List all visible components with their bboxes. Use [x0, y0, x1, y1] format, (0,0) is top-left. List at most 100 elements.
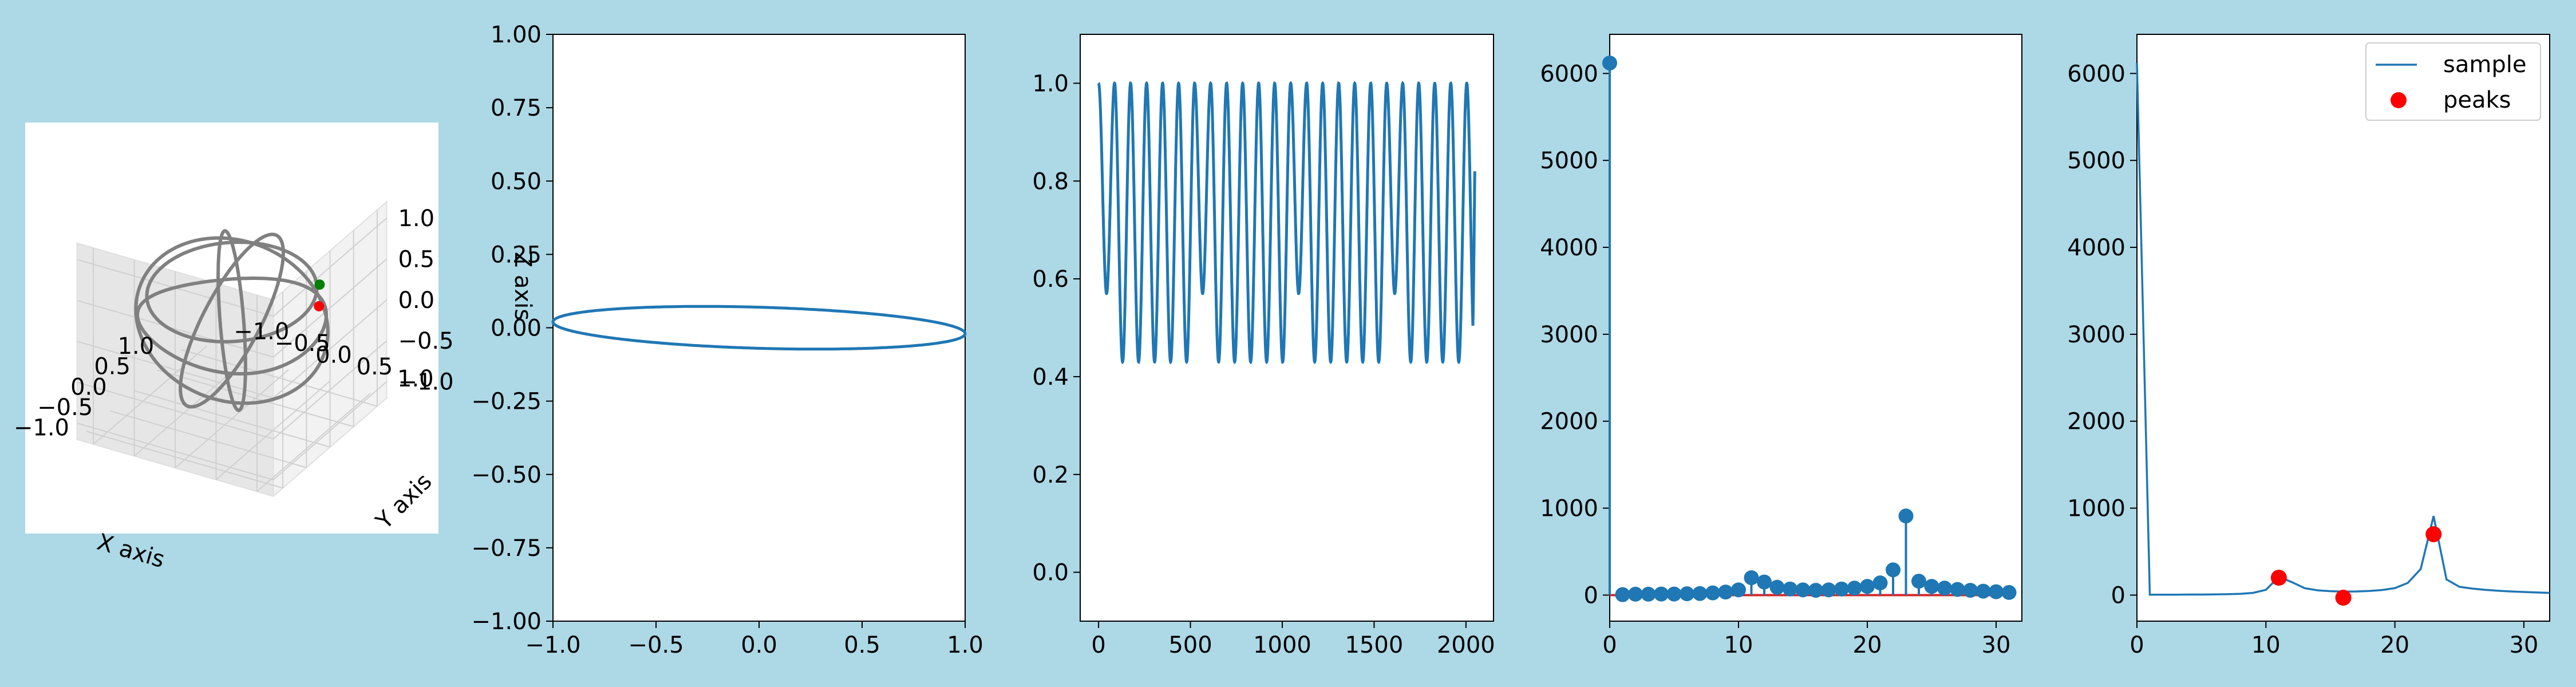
- panel-spectrum-peaks: 0 10 20 30 0 1000 2000 3000 4000 5000 6000 sample …: [2067, 34, 2550, 658]
- y-tick-label: 3000: [1540, 322, 1598, 348]
- stem-marker: [1963, 583, 1978, 598]
- y-tick-label: −1.00: [471, 609, 542, 635]
- grid-line: [157, 369, 354, 428]
- panel-signal-ticks: 0 500 1000 1500 2000 0.0 0.2 0.4 0.6 0.8 1.0: [1032, 70, 1495, 658]
- y-tick-label: −0.50: [471, 462, 542, 488]
- peak-marker: [2425, 526, 2442, 543]
- x-tick-label: −0.5: [628, 632, 683, 658]
- series-peaks-points: [2270, 526, 2442, 606]
- grid-line: [175, 369, 289, 468]
- stem-marker: [1641, 586, 1656, 602]
- x-tick-label: 0.0: [70, 374, 107, 400]
- grid-line: [272, 218, 388, 317]
- y-tick-label: −0.25: [471, 389, 542, 415]
- y-tick-label: 0.4: [1032, 364, 1069, 390]
- grid-line: [180, 349, 378, 407]
- x-tick-label: 0.0: [741, 632, 777, 658]
- stem-marker: [1821, 582, 1836, 598]
- x-tick-label: 20: [2380, 632, 2409, 658]
- panel-3d-ticks: −1.0−0.50.00.51.0−1.0−0.50.0 0.5 1.0−1.0−0…: [14, 206, 454, 441]
- y-tick-label: −0.75: [471, 535, 542, 562]
- legend-peaks-swatch: [2391, 92, 2407, 108]
- panel-signal: 0 500 1000 1500 2000 0.0 0.2 0.4 0.6 0.8 1.0: [1032, 34, 1495, 658]
- x-tick-label: 0.5: [844, 632, 880, 658]
- panel-signal-line: [1097, 81, 1476, 365]
- stem-marker: [1731, 582, 1746, 598]
- stem-marker: [1911, 574, 1926, 589]
- panel-stem-axes: [1609, 34, 2022, 622]
- legend-peaks-label: peaks: [2443, 87, 2511, 113]
- panel-xy-ellipse: [551, 305, 967, 351]
- y-tick-label: 0.25: [491, 242, 542, 268]
- y-tick-label: 0.0: [315, 342, 352, 369]
- y-tick-label: 5000: [1540, 148, 1598, 174]
- grid-line: [272, 258, 388, 358]
- y-tick-label: 4000: [2067, 235, 2125, 261]
- x-tick-label: 0: [1091, 632, 1105, 658]
- trajectory-loop: [134, 236, 330, 405]
- x-tick-label: 20: [1853, 632, 1882, 658]
- panel-spectrum-stem: 0 10 20 30 0 1000 2000 3000 4000 5000 6000: [1540, 34, 2022, 658]
- y-tick-label: 2000: [2067, 409, 2125, 435]
- stem-marker: [1834, 581, 1849, 597]
- legend: sample peaks: [2365, 42, 2541, 121]
- x-tick-label: 1000: [1253, 632, 1311, 658]
- stem-marker: [1950, 582, 1965, 597]
- y-tick-label: 0.6: [1032, 266, 1069, 293]
- x-tick-label: 0.5: [94, 354, 131, 380]
- stem-marker: [1989, 584, 2004, 599]
- y-tick-label: 0.50: [491, 168, 542, 195]
- stem-marker: [1615, 587, 1630, 602]
- y-tick-label: 0.0: [1032, 560, 1069, 586]
- x-tick-label: 1.0: [118, 333, 155, 360]
- x-tick-label: 10: [1724, 632, 1753, 658]
- stem-marker: [1847, 581, 1862, 596]
- panel-xy-ticks: −1.0 −0.5 0.0 0.5 1.0 −1.00 −0.75 −0.50 −0.25 0.0…: [471, 22, 983, 658]
- stem-marker: [1886, 562, 1901, 578]
- y-tick-label: 1000: [2067, 496, 2125, 522]
- y-tick-label: 0.5: [357, 354, 393, 380]
- stem-marker: [1666, 586, 1682, 602]
- grid-line: [77, 299, 274, 358]
- panel-xy-axes: [552, 34, 966, 622]
- x-tick-label: 1500: [1345, 632, 1404, 658]
- panel-3d-trajectory: −1.0−0.50.00.51.0−1.0−0.50.0 0.5 1.0−1.0−0…: [14, 123, 454, 573]
- y-tick-label: 0: [2111, 582, 2125, 609]
- panel-stem-marks: [1602, 56, 2017, 602]
- legend-sample-label: sample: [2443, 52, 2526, 78]
- y-tick-label: 0.75: [491, 95, 542, 121]
- start-marker: [314, 279, 325, 290]
- x-tick-label: 0: [2129, 632, 2144, 658]
- y-tick-label: 1.0: [397, 366, 434, 392]
- x-tick-label: 30: [1982, 632, 2011, 658]
- stem-marker: [1976, 583, 1991, 599]
- stem-marker: [1872, 575, 1888, 591]
- stem-marker: [1718, 585, 1733, 600]
- y-tick-label: 0.00: [491, 315, 542, 342]
- panel-3d-grid: [76, 200, 388, 498]
- z-tick-label: 1.0: [398, 206, 434, 232]
- stem-marker: [1924, 579, 1939, 594]
- panel-stem-ticks: 0 10 20 30 0 1000 2000 3000 4000 5000 6000: [1540, 61, 2010, 658]
- y-tick-label: 4000: [1540, 235, 1598, 261]
- trajectory-loop: [216, 229, 247, 412]
- y-tick-label: −0.5: [275, 330, 330, 357]
- stem-marker: [1628, 586, 1643, 602]
- y-tick-label: 2000: [1540, 409, 1598, 435]
- y-tick-label: −1.0: [234, 318, 289, 345]
- x-tick-label: 0: [1602, 632, 1617, 658]
- peak-marker: [2270, 570, 2287, 586]
- y-tick-label: 0.8: [1032, 168, 1069, 195]
- stem-marker: [1898, 508, 1914, 524]
- stem-marker: [1705, 585, 1720, 601]
- stem-marker: [1769, 579, 1785, 595]
- y-tick-label: 6000: [1540, 61, 1598, 87]
- end-marker: [314, 301, 325, 311]
- x-tick-label: −1.0: [525, 632, 580, 658]
- z-tick-label: 0.0: [398, 287, 434, 314]
- x-tick-label: 30: [2509, 632, 2538, 658]
- panel-xy-projection: −1.0 −0.5 0.0 0.5 1.0 −1.00 −0.75 −0.50 −0.25 0.0…: [471, 22, 983, 658]
- x-tick-label: 2000: [1437, 632, 1495, 658]
- trajectory-loop: [179, 232, 285, 409]
